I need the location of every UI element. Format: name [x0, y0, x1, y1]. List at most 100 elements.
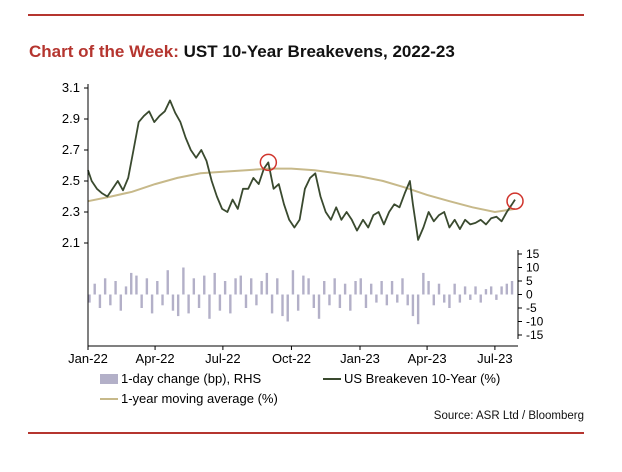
change-bar — [156, 281, 159, 295]
change-bar — [119, 294, 122, 311]
change-bar — [484, 289, 488, 295]
change-bar — [364, 294, 368, 308]
change-bar — [469, 294, 472, 300]
change-bar — [479, 294, 482, 303]
legend-swatch-bars — [100, 373, 118, 384]
change-bar — [385, 294, 389, 306]
change-bar — [463, 286, 467, 295]
change-bar — [197, 294, 201, 308]
change-bar — [307, 278, 310, 295]
x-tick-label: Jul-22 — [205, 351, 240, 366]
axes — [84, 84, 522, 350]
highlight-circle — [259, 153, 278, 172]
change-bar — [369, 283, 373, 295]
change-bar — [114, 281, 117, 295]
change-bar — [432, 294, 435, 306]
change-bar — [338, 294, 342, 308]
highlight-circle — [506, 192, 524, 210]
change-bar — [270, 294, 274, 314]
change-bar — [145, 278, 149, 295]
legend-item-ma: 1-year moving average (%) — [100, 391, 278, 406]
left-tick-label: 2.9 — [62, 111, 80, 126]
change-bar — [349, 294, 352, 311]
legend-label-bars: 1-day change (bp), RHS — [121, 371, 262, 386]
left-tick-label: 2.5 — [62, 173, 80, 188]
change-bar — [312, 294, 316, 308]
change-bar — [437, 283, 441, 295]
change-bar — [130, 272, 133, 295]
change-bar — [443, 294, 446, 303]
change-bar — [182, 267, 185, 295]
change-bar — [489, 286, 493, 295]
change-bar — [281, 294, 284, 317]
change-bar — [239, 275, 242, 295]
change-bar — [302, 275, 305, 295]
change-bar — [88, 294, 91, 303]
right-tick-label: 0 — [526, 288, 533, 302]
top-rule — [28, 14, 584, 16]
change-bar — [140, 294, 143, 308]
change-bar — [265, 272, 269, 295]
change-bar — [375, 294, 378, 303]
right-tick-label: -5 — [526, 301, 537, 315]
change-bar — [296, 294, 300, 311]
moving-average-line — [87, 167, 516, 214]
x-tick-label: Oct-22 — [272, 351, 311, 366]
change-bar — [354, 281, 357, 295]
change-bar — [176, 294, 180, 317]
change-bar — [333, 278, 336, 295]
change-bar — [218, 294, 222, 311]
change-bar — [495, 294, 498, 300]
legend-label-ust: US Breakeven 10-Year (%) — [344, 371, 501, 386]
left-tick-label: 3.1 — [62, 80, 80, 95]
change-bar — [380, 281, 383, 295]
change-bar — [161, 294, 164, 306]
bottom-rule — [28, 432, 584, 434]
title-rest: UST 10-Year Breakevens, 2022-23 — [183, 42, 455, 61]
change-bar — [171, 294, 175, 311]
change-bar — [401, 278, 404, 295]
source-note: Source: ASR Ltd / Bloomberg — [433, 410, 584, 422]
change-bar — [208, 294, 211, 319]
change-bar — [343, 283, 347, 295]
change-bar — [203, 275, 206, 295]
x-tick-label: Jan-23 — [340, 351, 380, 366]
change-bar — [255, 294, 258, 306]
moving-average-layer — [87, 167, 516, 214]
change-bar — [390, 281, 394, 295]
change-bar — [505, 283, 509, 295]
change-bar — [150, 294, 154, 314]
left-tick-label: 2.1 — [62, 235, 80, 250]
breakeven-line — [87, 99, 516, 241]
x-tick-label: Jan-22 — [68, 351, 108, 366]
change-bar — [500, 286, 503, 295]
change-bar — [260, 281, 263, 295]
change-bar — [453, 283, 456, 295]
right-tick-label: 5 — [526, 274, 533, 288]
right-tick-label: -15 — [526, 328, 544, 342]
change-bar — [213, 272, 216, 295]
change-bar — [223, 281, 227, 295]
breakeven-layer — [87, 99, 516, 241]
change-bar — [135, 275, 138, 295]
change-bar — [103, 278, 107, 295]
change-bar — [427, 281, 430, 295]
change-bar — [328, 294, 331, 306]
left-tick-label: 2.7 — [62, 142, 80, 157]
legend-label-ma: 1-year moving average (%) — [121, 391, 278, 406]
x-tick-label: Apr-23 — [408, 351, 447, 366]
change-bar — [286, 294, 289, 322]
change-bar — [166, 270, 169, 295]
left-tick-label: 2.3 — [62, 204, 80, 219]
right-tick-label: -10 — [526, 315, 544, 329]
change-bar — [276, 278, 279, 295]
change-bar — [448, 294, 451, 308]
legend-swatch-ma — [100, 397, 118, 400]
legend-item-bars: 1-day change (bp), RHS — [100, 371, 261, 386]
x-tick-label: Apr-22 — [136, 351, 175, 366]
change-bar — [187, 294, 190, 314]
change-bar — [124, 286, 128, 295]
change-bar — [291, 270, 295, 295]
legend-swatch-ust — [323, 377, 341, 380]
